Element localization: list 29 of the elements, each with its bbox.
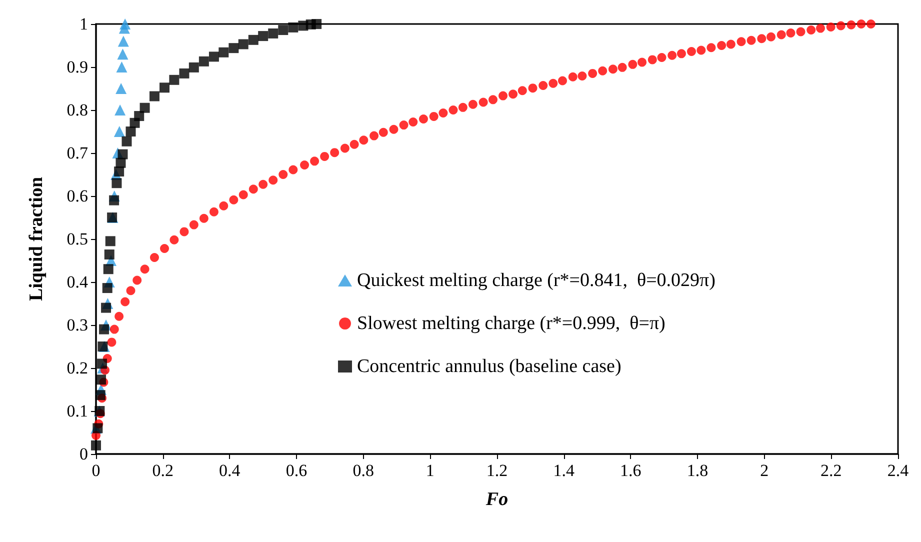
- x-tick-label: 1.6: [620, 461, 642, 480]
- y-tick-label: 0.6: [66, 186, 88, 206]
- x-tick-label: 2.2: [820, 461, 842, 480]
- x-tick-label: 0.2: [152, 461, 174, 480]
- y-tick-label: 0.2: [66, 358, 88, 378]
- x-tick-label: 2: [760, 461, 769, 480]
- y-tick-label: 0.1: [66, 402, 88, 420]
- y-tick-label: 0.9: [66, 58, 88, 76]
- legend-label: Slowest melting charge (r*=0.999, θ=π): [357, 313, 666, 334]
- x-tick-label: 0: [92, 461, 100, 480]
- x-tick-label: 0.4: [219, 461, 241, 480]
- legend-label: Concentric annulus (baseline case): [357, 356, 622, 377]
- x-tick-label: 1.4: [553, 461, 575, 480]
- x-tick-label: 2.4: [887, 461, 910, 480]
- y-tick-label: 0.7: [66, 144, 88, 162]
- x-tick-label: 0.8: [352, 461, 374, 480]
- x-tick-label: 0.6: [286, 461, 308, 480]
- y-axis-title: Liquid fraction: [26, 176, 47, 302]
- y-tick-label: 0: [80, 444, 88, 464]
- x-axis-title: Fo: [484, 489, 508, 510]
- y-tick-label: 0.8: [66, 100, 88, 120]
- x-tick-label: 1: [426, 461, 434, 480]
- x-tick-label: 1.2: [486, 461, 508, 480]
- y-tick-label: 0.4: [66, 272, 88, 292]
- x-tick-label: 1.8: [686, 461, 708, 480]
- y-tick-label: 0.3: [66, 316, 88, 334]
- y-tick-label: 1: [80, 14, 88, 34]
- y-tick-label: 0.5: [66, 230, 88, 248]
- legend-label: Quickest melting charge (r*=0.841, θ=0.029π): [357, 270, 716, 291]
